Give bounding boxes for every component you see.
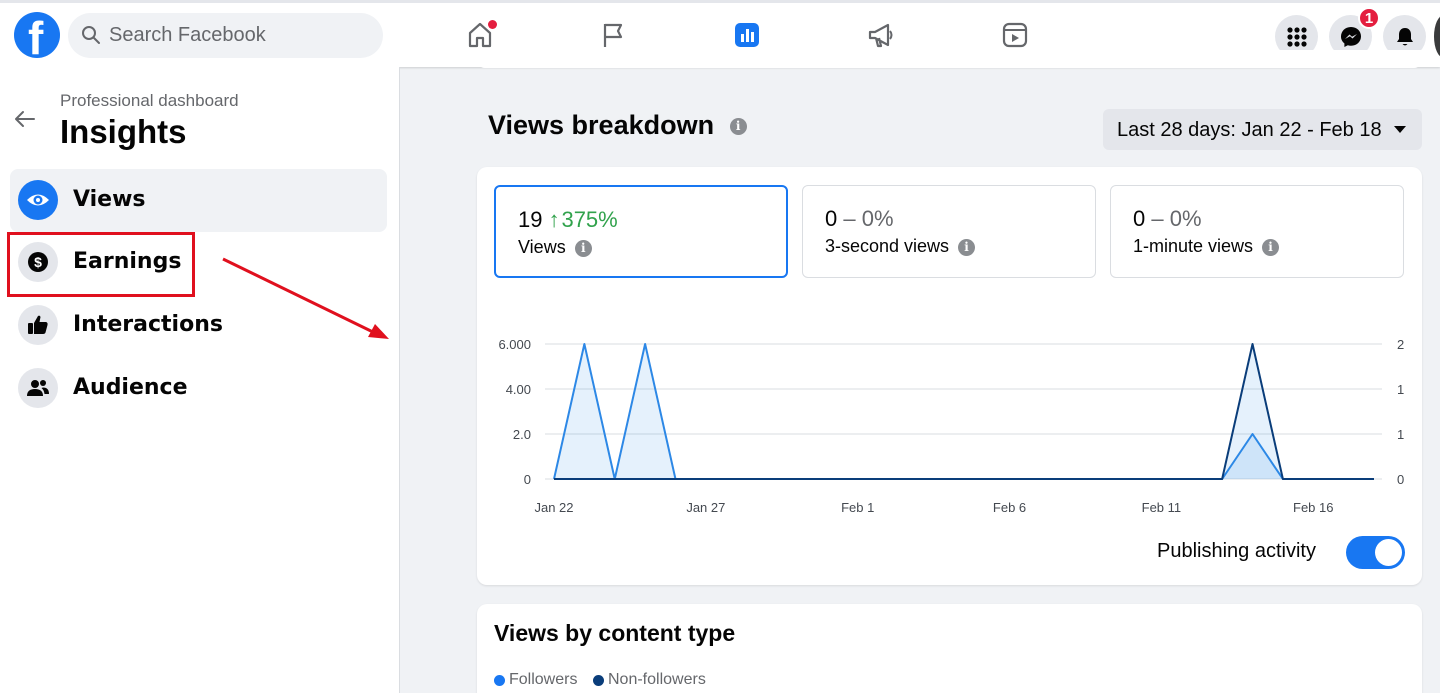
insights-icon [735, 23, 759, 47]
section-title-text: Views breakdown [488, 110, 715, 140]
metric-change: ↑ 375% [548, 207, 618, 232]
toggle-knob [1375, 539, 1402, 566]
facebook-logo-letter: f [28, 12, 44, 64]
bell-icon [1396, 27, 1413, 45]
legend-non-followers: Non-followers [593, 671, 706, 689]
y-tick-label-left: 0 [524, 472, 531, 487]
search-input[interactable]: Search Facebook [109, 24, 266, 46]
info-icon[interactable]: i [729, 118, 747, 136]
date-range-label: Last 28 days: Jan 22 - Feb 18 [1117, 119, 1382, 141]
card-title: Views by content type [494, 620, 736, 646]
x-tick-label: Feb 11 [1142, 500, 1182, 515]
sidebar-item-interactions[interactable]: Interactions [10, 294, 387, 357]
legend-dot [593, 674, 604, 686]
tab-ads[interactable] [821, 3, 941, 67]
x-tick-label: Jan 27 [686, 500, 725, 515]
y-tick-label-right: 1 [1397, 382, 1404, 397]
metric-label: 1-minute views i [1133, 236, 1280, 257]
megaphone-icon [868, 23, 893, 48]
svg-text:$: $ [34, 254, 42, 270]
legend-label: Non-followers [608, 671, 706, 688]
sidebar-item-label: Views [73, 187, 146, 212]
metric-number: 19 [518, 207, 543, 232]
chevron-down-icon [1394, 126, 1406, 133]
x-tick-label: Jan 22 [534, 500, 573, 515]
back-arrow-icon[interactable] [14, 109, 36, 129]
x-tick-label: Feb 16 [1293, 500, 1333, 515]
y-tick-label-left: 4.00 [506, 382, 531, 397]
tab-pages[interactable] [553, 3, 673, 67]
series-area [554, 344, 1374, 479]
info-icon[interactable]: i [574, 239, 592, 257]
previous-card-edge [477, 50, 1422, 68]
metric-label: 3-second views i [825, 236, 976, 257]
tab-home[interactable] [420, 3, 540, 67]
legend-followers: Followers [494, 671, 577, 689]
annotation-highlight-box [7, 232, 195, 297]
sidebar-item-label: Interactions [73, 312, 223, 337]
notification-dot [488, 20, 497, 29]
metric-label-text: 3-second views [825, 236, 950, 256]
x-tick-label: Feb 6 [993, 500, 1026, 515]
metric-value: 0 – 0% [825, 206, 894, 232]
metric-3-second-views[interactable]: 0 – 0% 3-second views i [802, 185, 1096, 278]
messenger-badge: 1 [1358, 7, 1380, 29]
legend-dot [494, 674, 505, 686]
publishing-activity-label: Publishing activity [1157, 540, 1316, 562]
metric-label-text: Views [518, 237, 566, 257]
section-title: Views breakdown i [488, 110, 747, 141]
series-area [554, 344, 1374, 479]
info-icon[interactable]: i [1262, 238, 1280, 256]
tab-video[interactable] [955, 3, 1075, 67]
y-tick-label-right: 1 [1397, 427, 1404, 442]
metric-change: – 0% [843, 206, 894, 231]
info-icon[interactable]: i [958, 238, 976, 256]
y-tick-label-left: 2.0 [513, 427, 531, 442]
metric-change-value: 375% [561, 207, 618, 232]
series-line [554, 343, 1374, 480]
flag-icon [603, 23, 623, 47]
search-icon [82, 26, 100, 44]
metric-1-minute-views[interactable]: 0 – 0% 1-minute views i [1110, 185, 1404, 278]
eye-icon [18, 180, 58, 220]
metric-views[interactable]: 19 ↑ 375% Views i [494, 185, 788, 278]
metric-label: Views i [518, 237, 592, 258]
search-bar[interactable]: Search Facebook [68, 13, 383, 58]
x-tick-label: Feb 1 [841, 500, 874, 515]
facebook-logo[interactable]: f [14, 12, 60, 63]
y-tick-label-left: 6.000 [498, 337, 531, 352]
video-icon [1002, 22, 1028, 48]
sidebar: Professional dashboard Insights Views $ … [0, 67, 400, 693]
metric-value: 0 – 0% [1133, 206, 1202, 232]
sidebar-item-earnings[interactable]: $ Earnings [10, 231, 387, 294]
views-chart: 0 0 2.0 1 4.00 1 6.000 2 Jan 22 Jan 27 Feb 1 Feb 6 F… [498, 337, 1404, 515]
views-breakdown-card: 19 ↑ 375% Views i 0 – 0% 3-second views … [477, 167, 1422, 585]
y-tick-label-right: 0 [1397, 472, 1404, 487]
sidebar-item-label: Earnings [73, 249, 182, 274]
publishing-activity-toggle[interactable] [1346, 536, 1405, 569]
sidebar-item-label: Audience [73, 375, 188, 400]
sidebar-item-audience[interactable]: Audience [10, 357, 387, 420]
people-icon [18, 368, 58, 408]
metric-label-text: 1-minute views [1133, 236, 1254, 256]
date-range-dropdown[interactable]: Last 28 days: Jan 22 - Feb 18 [1103, 109, 1422, 150]
profile-avatar[interactable] [1434, 15, 1440, 58]
home-icon [468, 22, 492, 48]
metric-number: 0 [825, 206, 838, 231]
messenger-icon [1340, 26, 1361, 47]
grid-menu-icon [1286, 26, 1307, 47]
dollar-icon: $ [18, 242, 58, 282]
views-by-content-type-card: Views by content type Followers Non-foll… [477, 604, 1422, 693]
metric-change: – 0% [1151, 206, 1202, 231]
legend-label: Followers [509, 671, 578, 688]
sidebar-item-views[interactable]: Views [10, 169, 387, 232]
page-title: Insights [60, 113, 187, 150]
breadcrumb[interactable]: Professional dashboard [60, 91, 239, 110]
y-tick-label-right: 2 [1397, 337, 1404, 352]
thumbs-up-icon [18, 305, 58, 345]
metric-number: 0 [1133, 206, 1146, 231]
metric-value: 19 ↑ 375% [518, 207, 618, 233]
